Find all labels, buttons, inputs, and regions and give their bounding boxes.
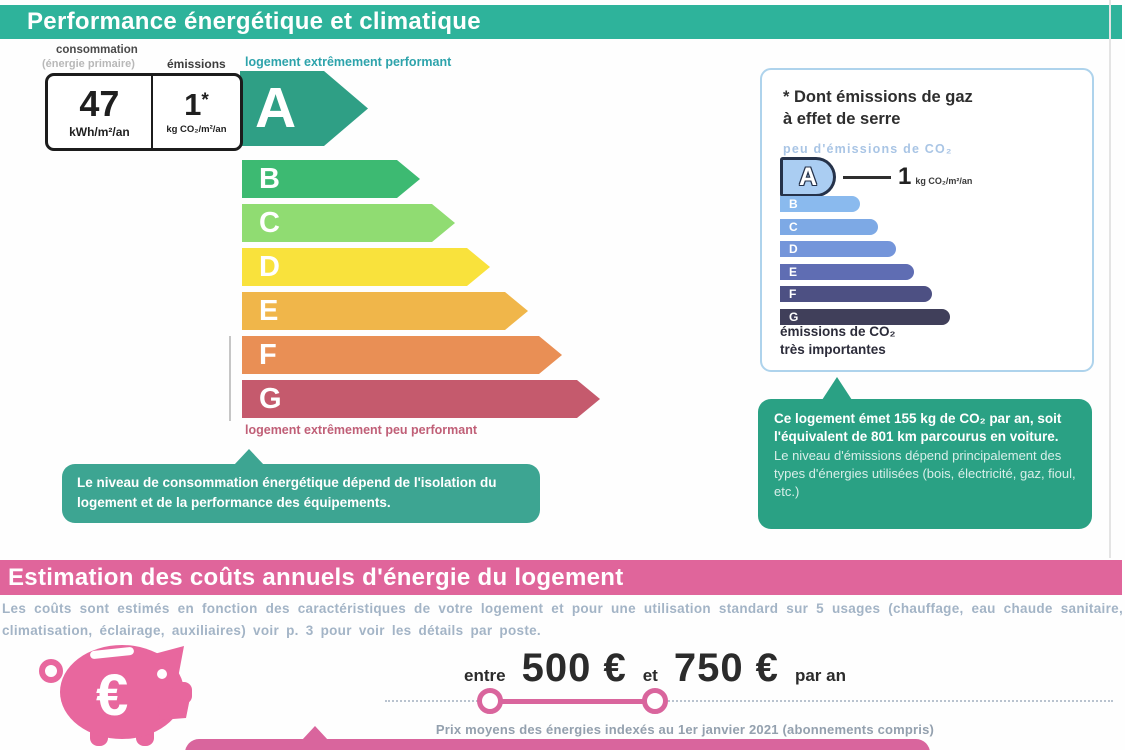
energy-class-bar-f: F: [242, 336, 562, 374]
co2-class-bar-b: B: [780, 196, 860, 212]
emissions-label: émissions: [167, 57, 226, 71]
energy-class-bar-d: D: [242, 248, 490, 286]
cost-range-max-handle: [642, 688, 668, 714]
cost-section-title: Estimation des coûts annuels d'énergie d…: [8, 564, 624, 591]
co2-panel-title: * Dont émissions de gaz à effet de serre: [783, 88, 973, 129]
co2-class-bar-c: C: [780, 218, 878, 235]
energy-class-letter: E: [259, 294, 279, 327]
co2-value-unit: kg CO₂/m²/an: [915, 175, 973, 186]
co2-class-bar-d: D: [780, 241, 896, 257]
emissions-value: 1*: [184, 87, 209, 122]
cost-section-banner: Estimation des coûts annuels d'énergie d…: [0, 560, 1122, 595]
co2-class-letter: F: [789, 287, 797, 301]
consumption-unit: kWh/m²/an: [69, 124, 130, 139]
worst-performance-label: logement extrêmement peu performant: [245, 423, 477, 437]
co2-class-bar-g: G: [780, 308, 950, 325]
co2-class-a-row: A 1 kg CO₂/m²/an: [780, 157, 972, 197]
co2-note-regular-text: Le niveau d'émissions dépend principalem…: [774, 448, 1076, 499]
emissions-asterisk: *: [201, 90, 209, 111]
energy-class-letter: F: [259, 338, 277, 371]
consumption-label: consommation: [56, 44, 138, 56]
scan-page-edge-line: [1109, 0, 1111, 558]
energy-class-letter: D: [259, 250, 280, 283]
piggy-euro-symbol: €: [96, 663, 128, 728]
cost-prefix: entre: [464, 666, 506, 685]
co2-class-letter: C: [789, 219, 798, 234]
consumption-sublabel: (énergie primaire): [42, 58, 135, 70]
emissions-cell: 1* kg CO₂/m²/an: [150, 76, 240, 148]
cost-range-dotted-track: [385, 700, 1113, 702]
energy-class-letter: B: [259, 162, 280, 195]
energy-section-title: Performance énergétique et climatique: [27, 8, 481, 35]
co2-class-bar-f: F: [780, 286, 932, 302]
co2-low-emissions-label: peu d'émissions de CO₂: [783, 142, 953, 156]
cost-max-value: 750 €: [673, 646, 779, 690]
piggy-bank-icon: €: [39, 645, 192, 746]
co2-class-bar-e: E: [780, 263, 914, 280]
energy-class-bar-c: C: [242, 204, 455, 242]
bottom-bubble-partial: [185, 739, 930, 750]
co2-class-a-badge: A: [780, 157, 836, 197]
energy-class-a-letter: A: [255, 76, 297, 140]
cost-footnote: Prix moyens des énergies indexés au 1er …: [435, 722, 935, 737]
co2-note-bold-text: Ce logement émet 155 kg de CO₂ par an, s…: [774, 411, 1062, 445]
emissions-unit: kg CO₂/m²/an: [166, 124, 227, 135]
energy-section-banner: Performance énergétique et climatique: [0, 5, 1122, 39]
co2-value: 1: [898, 163, 912, 190]
energy-class-bar-b: B: [242, 160, 420, 198]
cost-min-value: 500 €: [521, 646, 627, 690]
cost-range-row: entre 500 € et 750 € par an: [360, 646, 950, 691]
co2-class-letter: E: [789, 264, 798, 279]
co2-note-bubble: Ce logement émet 155 kg de CO₂ par an, s…: [758, 399, 1092, 529]
energy-class-letter: G: [259, 382, 282, 415]
energy-class-a-arrow: A: [240, 71, 368, 146]
co2-value-connector-line: [843, 175, 891, 179]
best-performance-label: logement extrêmement performant: [245, 55, 452, 69]
consumption-value: 47: [79, 82, 120, 124]
energy-note-pointer: [234, 449, 264, 465]
bottom-bubble-pointer: [302, 726, 328, 740]
co2-high-emissions-label: émissions de CO₂ très importantes: [780, 324, 896, 357]
co2-class-letter: D: [789, 242, 798, 256]
cost-range-selected-track: [490, 699, 655, 704]
energy-class-bar-g: G: [242, 380, 600, 418]
cost-intro-text: Les coûts sont estimés en fonction des c…: [2, 601, 1123, 638]
energy-class-bar-e: E: [242, 292, 528, 330]
co2-emissions-panel: * Dont émissions de gaz à effet de serre…: [760, 68, 1094, 372]
co2-note-pointer: [822, 377, 852, 400]
co2-class-letter: B: [789, 197, 798, 211]
energy-note-bubble: Le niveau de consommation énergétique dé…: [62, 464, 540, 523]
cost-conjunction: et: [642, 666, 658, 685]
rating-value-box: 47 kWh/m²/an 1* kg CO₂/m²/an: [45, 73, 243, 151]
co2-class-letter: G: [789, 309, 799, 324]
cost-suffix: par an: [794, 666, 846, 685]
energy-class-letter: C: [259, 206, 280, 239]
consumption-cell: 47 kWh/m²/an: [48, 76, 151, 148]
fg-bracket-line: [229, 336, 231, 421]
cost-range-min-handle: [477, 688, 503, 714]
